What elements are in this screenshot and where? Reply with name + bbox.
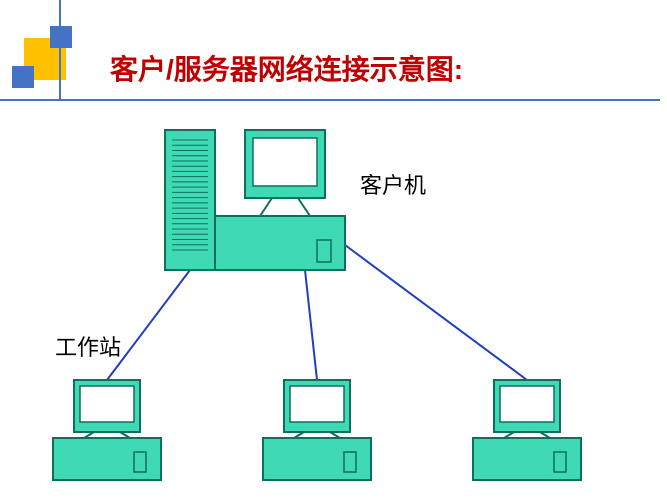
page-title: 客户/服务器网络连接示意图: bbox=[110, 48, 463, 88]
workstation-label: 工作站 bbox=[55, 330, 121, 362]
client-label: 客户机 bbox=[360, 168, 426, 200]
